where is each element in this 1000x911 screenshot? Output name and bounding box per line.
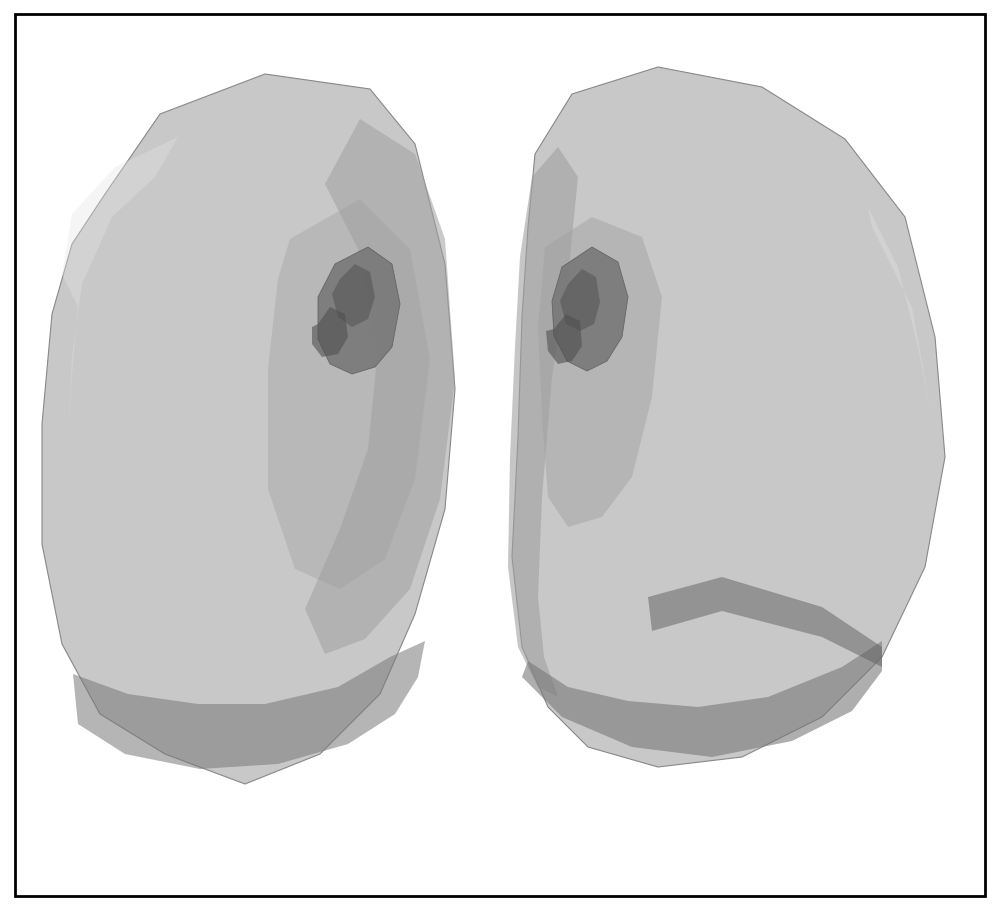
Polygon shape [512,68,945,767]
Polygon shape [268,200,430,589]
Polygon shape [508,148,578,697]
Polygon shape [560,270,600,332]
Polygon shape [538,218,662,527]
Polygon shape [522,641,882,757]
Polygon shape [62,138,178,437]
Polygon shape [648,578,882,667]
Polygon shape [73,641,425,769]
Polygon shape [552,248,628,372]
Polygon shape [305,120,455,654]
Polygon shape [332,265,375,328]
Polygon shape [868,208,932,417]
Polygon shape [42,75,455,784]
Polygon shape [318,248,400,374]
Polygon shape [312,308,348,358]
Polygon shape [546,314,582,364]
